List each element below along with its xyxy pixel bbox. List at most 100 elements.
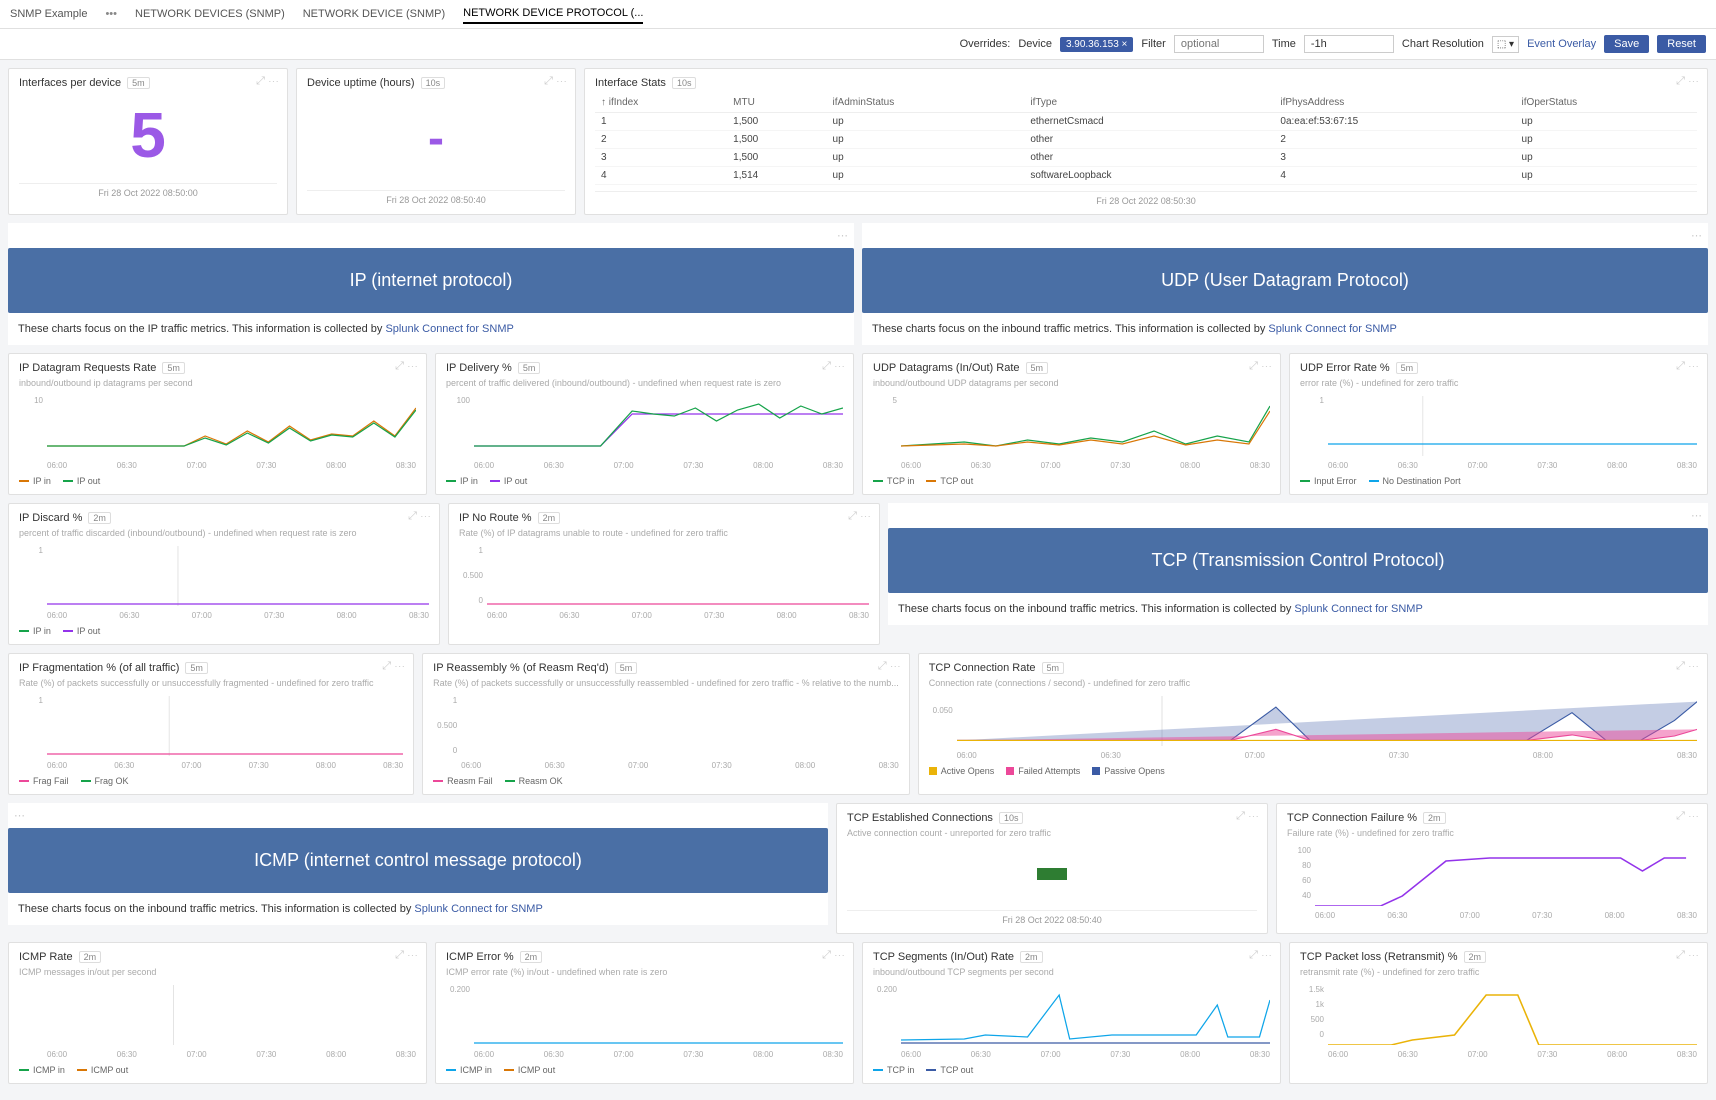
chartres-select[interactable]: ⬚ ▾ [1492,36,1519,53]
nav-brand[interactable]: SNMP Example [10,5,87,23]
icmp-link[interactable]: Splunk Connect for SNMP [414,903,542,915]
title: UDP Datagrams (In/Out) Rate [873,362,1020,374]
panel-actions[interactable]: ⤢ ⋯ [1676,360,1699,373]
panel-actions[interactable]: ⤢ ⋯ [1249,360,1272,373]
panel-actions[interactable]: ⤢ ⋯ [1676,810,1699,823]
table-header[interactable]: ifType [1024,93,1274,113]
footer: Fri 28 Oct 2022 08:50:40 [847,910,1257,925]
sub: Rate (%) of packets successfully or unsu… [433,678,899,688]
badge: 5m [1042,662,1065,674]
chart [47,985,416,1045]
nav-tab-devices[interactable]: NETWORK DEVICES (SNMP) [135,5,285,23]
legend: Active Opens Failed Attempts Passive Ope… [929,766,1697,776]
panel-actions[interactable]: ⤢ ⋯ [544,75,567,88]
filterbar: Overrides: Device 3.90.36.153 × Filter T… [0,29,1716,60]
reset-button[interactable]: Reset [1657,35,1706,53]
sub: inbound/outbound UDP datagrams per secon… [873,378,1270,388]
ifstats-footer: Fri 28 Oct 2022 08:50:30 [595,191,1697,206]
chart [487,546,869,606]
xaxis: 06:0006:3007:0007:3008:0008:30 [47,761,403,770]
chart [47,696,403,756]
nav-tab-protocol[interactable]: NETWORK DEVICE PROTOCOL (... [463,4,643,24]
title: TCP Established Connections [847,812,993,824]
ifstats-badge: 10s [672,77,697,89]
ip-link[interactable]: Splunk Connect for SNMP [385,323,513,335]
interfaces-title: Interfaces per device [19,77,121,89]
uptime-footer: Fri 28 Oct 2022 08:50:40 [307,190,565,205]
chart [901,985,1270,1045]
table-row[interactable]: 31,500upother3up [595,149,1697,167]
panel-actions[interactable]: ⤢ ⋯ [848,510,871,523]
icmp-desc: These charts focus on the inbound traffi… [8,893,828,925]
ip-desc: These charts focus on the IP traffic met… [8,313,854,345]
udp-link[interactable]: Splunk Connect for SNMP [1268,323,1396,335]
legend: Reasm FailReasm OK [433,776,899,786]
panel-actions[interactable]: ⤢ ⋯ [878,660,901,673]
sub: ICMP messages in/out per second [19,967,416,977]
content: Interfaces per device 5m ⤢ ⋯ 5 Fri 28 Oc… [0,60,1716,1100]
panel-actions[interactable]: ⤢ ⋯ [382,660,405,673]
ip-section: ⋯ IP (internet protocol) These charts fo… [8,223,854,345]
table-header[interactable]: MTU [727,93,826,113]
title: IP Datagram Requests Rate [19,362,156,374]
table-header[interactable]: ifOperStatus [1516,93,1697,113]
udp-desc: These charts focus on the inbound traffi… [862,313,1708,345]
nav-tab-device[interactable]: NETWORK DEVICE (SNMP) [303,5,445,23]
ylabel: 0.500 [433,721,457,730]
ylabel: 1 [19,546,43,555]
panel-udp-datagrams: UDP Datagrams (In/Out) Rate5m ⤢ ⋯ inboun… [862,353,1281,495]
panel-actions[interactable]: ⤢ ⋯ [395,949,418,962]
table-row[interactable]: 41,514upsoftwareLoopback4up [595,167,1697,185]
panel-actions[interactable]: ⤢ ⋯ [1236,810,1259,823]
panel-actions[interactable]: ⤢ ⋯ [408,510,431,523]
overrides-label: Overrides: [960,38,1011,50]
chartres-label: Chart Resolution [1402,38,1484,50]
ylabel: 0 [459,596,483,605]
panel-ip-datagram: IP Datagram Requests Rate5m ⤢ ⋯ inbound/… [8,353,427,495]
panel-actions[interactable]: ⤢ ⋯ [395,360,418,373]
table-row[interactable]: 21,500upother2up [595,131,1697,149]
panel-actions[interactable]: ⤢ ⋯ [1676,75,1699,88]
panel-actions[interactable]: ⤢ ⋯ [822,949,845,962]
table-row[interactable]: 11,500upethernetCsmacd0a:ea:ef:53:67:15u… [595,113,1697,131]
legend: IP inIP out [19,626,429,636]
filter-input[interactable] [1174,35,1264,53]
title: TCP Connection Failure % [1287,812,1417,824]
chart [47,396,416,456]
sub: inbound/outbound TCP segments per second [873,967,1270,977]
chart [957,696,1697,746]
legend: ICMP inICMP out [19,1065,416,1075]
ylabel: 5 [873,396,897,405]
time-picker[interactable]: -1h [1304,35,1394,53]
device-chip[interactable]: 3.90.36.153 × [1060,37,1133,52]
tcp-link[interactable]: Splunk Connect for SNMP [1294,603,1422,615]
panel-interfaces: Interfaces per device 5m ⤢ ⋯ 5 Fri 28 Oc… [8,68,288,215]
title: ICMP Error % [446,951,514,963]
save-button[interactable]: Save [1604,35,1649,53]
table-header[interactable]: ifPhysAddress [1274,93,1515,113]
badge: 2m [1020,951,1043,963]
chart [1328,396,1697,456]
panel-tcp-packetloss: TCP Packet loss (Retransmit) %2m ⤢ ⋯ ret… [1289,942,1708,1084]
panel-actions[interactable]: ⤢ ⋯ [1676,660,1699,673]
panel-udp-error: UDP Error Rate %5m ⤢ ⋯ error rate (%) - … [1289,353,1708,495]
panel-ifstats: Interface Stats 10s ⤢ ⋯ ↑ ifIndexMTUifAd… [584,68,1708,215]
nav-ellipsis[interactable]: ••• [105,8,117,20]
sub: inbound/outbound ip datagrams per second [19,378,416,388]
table-header[interactable]: ↑ ifIndex [595,93,727,113]
event-overlay-link[interactable]: Event Overlay [1527,38,1596,50]
sub: Failure rate (%) - undefined for zero tr… [1287,828,1697,838]
panel-ip-frag: IP Fragmentation % (of all traffic)5m ⤢ … [8,653,414,795]
chart [1328,985,1697,1045]
table-header[interactable]: ifAdminStatus [827,93,1025,113]
panel-actions[interactable]: ⤢ ⋯ [822,360,845,373]
panel-actions[interactable]: ⤢ ⋯ [1249,949,1272,962]
ip-banner: IP (internet protocol) [8,248,854,313]
navbar: SNMP Example ••• NETWORK DEVICES (SNMP) … [0,0,1716,29]
badge: 2m [88,512,111,524]
title: IP Fragmentation % (of all traffic) [19,662,179,674]
panel-actions[interactable]: ⤢ ⋯ [256,75,279,88]
ylabel: 1k [1300,1000,1324,1009]
panel-ip-noroute: IP No Route %2m ⤢ ⋯ Rate (%) of IP datag… [448,503,880,645]
panel-actions[interactable]: ⤢ ⋯ [1676,949,1699,962]
